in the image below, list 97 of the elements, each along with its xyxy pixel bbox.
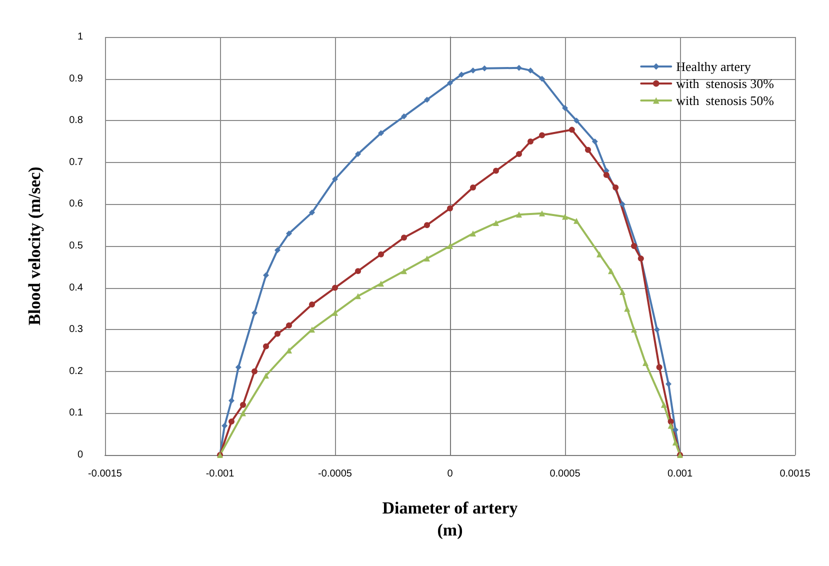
point [355, 151, 361, 158]
x-tick-label: -0.0015 [88, 468, 122, 480]
point [516, 212, 522, 218]
point [222, 422, 228, 429]
point [668, 422, 674, 429]
point [235, 364, 242, 370]
point [332, 284, 338, 291]
legend-label: with stenosis 30% [676, 76, 774, 91]
point [668, 418, 674, 425]
point [274, 330, 280, 337]
point [539, 210, 545, 216]
point [539, 132, 545, 138]
point [401, 113, 407, 120]
point [516, 151, 522, 158]
point [631, 326, 637, 333]
point [286, 348, 292, 354]
point [660, 402, 667, 408]
point [424, 222, 430, 228]
point [539, 76, 545, 82]
point [470, 67, 476, 74]
point [654, 326, 660, 333]
point [470, 184, 476, 190]
point [447, 80, 453, 86]
point [493, 168, 499, 174]
point [642, 360, 648, 366]
y-tick-label: 0 [77, 450, 84, 460]
y-tick-label: 0.9 [69, 73, 84, 84]
point [263, 343, 269, 350]
point [447, 205, 453, 212]
point [240, 410, 246, 416]
point [263, 372, 269, 379]
x-tick-label: 0.0015 [780, 468, 811, 480]
y-tick-label: 0.2 [69, 366, 84, 377]
point [401, 268, 407, 274]
legend-label: with stenosis 50% [676, 93, 774, 108]
point [592, 138, 598, 144]
point [528, 67, 534, 74]
point [574, 218, 580, 224]
x-tick-label: 0.0005 [550, 468, 581, 480]
point [562, 214, 568, 220]
point [252, 310, 258, 316]
point [263, 272, 269, 278]
point [493, 220, 499, 226]
point [585, 146, 591, 153]
x-tick-label: 0 [447, 468, 454, 480]
point [228, 418, 234, 425]
point [378, 280, 384, 287]
point [309, 210, 315, 216]
x-tick-label: -0.0005 [318, 468, 352, 480]
point [252, 368, 258, 374]
point [286, 322, 292, 328]
legend-label: Healthy artery [676, 59, 752, 74]
x-tick-label: 0.001 [667, 468, 693, 480]
point [568, 126, 575, 133]
point [424, 96, 430, 103]
point [624, 306, 630, 312]
point [401, 234, 407, 241]
point [424, 256, 430, 262]
point [562, 105, 568, 112]
point [672, 439, 678, 446]
y-tick-label: 0.7 [69, 156, 84, 168]
point [286, 230, 292, 236]
point [355, 268, 361, 274]
point [378, 251, 384, 258]
point [240, 402, 246, 408]
point [355, 293, 361, 300]
point [620, 288, 626, 295]
y-tick-label: 1 [77, 32, 84, 42]
point [378, 130, 384, 136]
point [332, 310, 338, 316]
point [332, 176, 338, 182]
point [596, 251, 602, 258]
y-tick-label: 0.8 [69, 115, 84, 126]
point [620, 201, 626, 208]
point [656, 364, 662, 370]
y-tick-label: 0.3 [69, 324, 84, 336]
point [631, 243, 637, 249]
point [274, 247, 280, 254]
y-tick-label: 0.4 [69, 282, 84, 294]
point [228, 398, 234, 404]
y-tick-label: 0.5 [69, 240, 84, 252]
point [447, 243, 453, 249]
x-axis-title: Diameter of artery (m) [382, 498, 518, 540]
point [574, 118, 580, 124]
y-tick-label: 0.6 [69, 198, 84, 210]
point [482, 65, 488, 72]
x-tick-label: -0.001 [206, 468, 235, 480]
y-tick-label: 0.1 [69, 408, 84, 419]
point [666, 380, 672, 387]
point [612, 184, 619, 190]
point [608, 268, 614, 274]
point [470, 230, 476, 236]
y-axis-title: Blood velocity (m/sec) [25, 166, 44, 326]
point [528, 138, 534, 144]
point [309, 302, 315, 308]
point [458, 72, 464, 78]
point [603, 172, 610, 178]
